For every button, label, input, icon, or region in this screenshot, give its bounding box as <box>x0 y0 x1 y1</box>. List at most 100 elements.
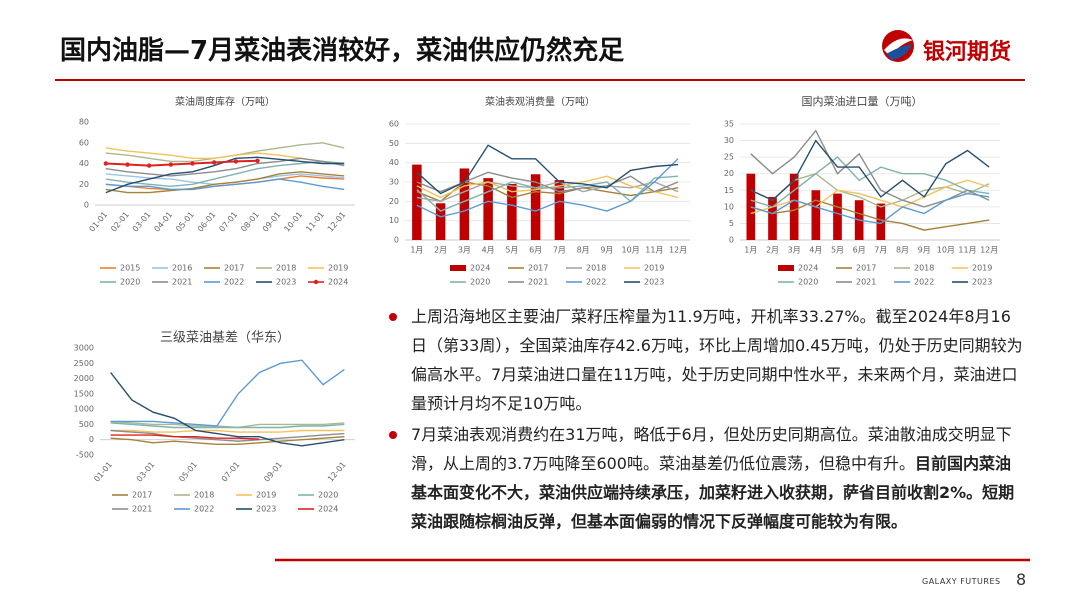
bullet: 上周沿海地区主要油厂菜籽压榨量为11.9万吨，开机率33.27%。截至2024年… <box>385 302 1025 418</box>
x-tick-label: 04-01 <box>152 210 174 234</box>
chart-title: 菜油周度库存（万吨） <box>175 95 275 108</box>
bar <box>530 174 541 240</box>
x-tick-label: 02-01 <box>109 210 131 234</box>
x-tick-label: 10月 <box>937 246 955 255</box>
x-tick-label: 8月 <box>896 246 909 255</box>
x-tick-label: 07-01 <box>217 210 239 234</box>
legend-label: 2020 <box>120 278 140 287</box>
y-tick-label: 50 <box>389 139 399 148</box>
y-tick-label: 40 <box>389 158 399 167</box>
x-tick-label: 3月 <box>788 246 801 255</box>
x-tick-label: 09-01 <box>262 460 284 484</box>
bar <box>789 173 799 240</box>
x-tick-label: 9月 <box>918 246 931 255</box>
legend-label: 2018 <box>194 491 214 500</box>
x-tick-label: 5月 <box>831 246 844 255</box>
bar <box>876 203 886 240</box>
x-tick-label: 6月 <box>529 246 542 255</box>
series-line <box>416 158 679 218</box>
legend-label: 2019 <box>328 264 348 273</box>
y-tick-label: 80 <box>79 118 89 127</box>
point <box>255 158 260 164</box>
legend-label: 2015 <box>120 264 140 273</box>
legend-label: 2024 <box>470 264 490 273</box>
y-tick-label: 30 <box>389 178 399 187</box>
legend-label: 2018 <box>586 264 606 273</box>
point <box>168 162 174 167</box>
legend-label: 2023 <box>644 278 664 287</box>
point <box>125 162 130 167</box>
series-line <box>105 160 345 188</box>
legend-label: 2020 <box>318 491 338 500</box>
series-line <box>110 359 345 427</box>
bullet: 7月菜油表观消费约在31万吨，略低于6月，但处历史同期高位。菜油散油成交明显下滑… <box>385 420 1025 536</box>
series-line <box>105 171 345 194</box>
y-tick-label: 0 <box>84 201 89 210</box>
x-tick-label: 12-01 <box>326 210 348 234</box>
series-line <box>750 192 990 225</box>
chart-title: 菜油表观消费量（万吨） <box>485 95 595 108</box>
y-tick-label: 3000 <box>74 344 94 353</box>
series-line <box>110 372 345 447</box>
x-tick-label: 01-01 <box>87 210 109 234</box>
slide-title: 国内油脂—7月菜油表消较好，菜油供应仍然充足 <box>60 36 625 66</box>
x-tick-label: 6月 <box>853 246 866 255</box>
x-tick-label: 07-01 <box>220 460 242 484</box>
bar <box>833 193 842 240</box>
legend-label: 2023 <box>256 505 276 514</box>
bar <box>412 164 422 240</box>
series-line <box>750 179 990 215</box>
bullet-dot <box>389 431 397 439</box>
x-tick-label: 03-01 <box>131 210 153 234</box>
bar <box>768 196 777 240</box>
logo-text: 银河期货 <box>923 40 1012 65</box>
bar <box>554 180 565 240</box>
legend-label: 2020 <box>798 278 818 287</box>
x-tick-label: 12月 <box>669 246 687 255</box>
series-line <box>110 436 345 445</box>
x-tick-label: 1月 <box>744 246 757 255</box>
legend-label: 2020 <box>470 278 490 287</box>
legend-label: 2022 <box>224 278 244 287</box>
series-line <box>105 178 345 191</box>
x-tick-label: 5月 <box>505 246 518 255</box>
series-line <box>105 159 258 167</box>
series-line <box>110 420 345 429</box>
x-tick-label: 1月 <box>410 246 423 255</box>
x-tick-label: 4月 <box>482 246 495 255</box>
y-tick-label: 15 <box>724 186 734 195</box>
bullet-text: 7月菜油表观消费约在31万吨，略低于6月，但处历史同期高位。菜油散油成交明显下滑… <box>411 425 1012 473</box>
y-tick-label: 1500 <box>74 389 94 398</box>
x-tick-label: 7月 <box>874 246 887 255</box>
y-tick-label: 30 <box>724 136 734 145</box>
legend-swatch <box>778 265 794 271</box>
legend-label: 2017 <box>528 264 548 273</box>
bullet-dot <box>389 313 397 321</box>
y-tick-label: 25 <box>724 153 734 162</box>
legend-swatch <box>450 265 466 271</box>
series-line <box>110 434 260 440</box>
x-tick-label: 12-01 <box>326 460 348 484</box>
x-tick-label: 8月 <box>577 246 590 255</box>
chart-title: 三级菜油基差（华东） <box>160 331 290 346</box>
x-tick-label: 9月 <box>600 246 613 255</box>
y-tick-label: 60 <box>389 120 399 129</box>
footer-brand: GALAXY FUTURES <box>922 577 1001 586</box>
legend-label: 2017 <box>856 264 876 273</box>
point <box>211 160 217 165</box>
y-tick-label: 2500 <box>74 359 94 368</box>
x-tick-label: 2月 <box>434 246 447 255</box>
legend-label: 2021 <box>172 278 192 287</box>
y-tick-label: 0 <box>394 236 399 245</box>
y-tick-label: 1000 <box>74 405 94 414</box>
point <box>146 163 152 168</box>
series-line <box>105 157 345 177</box>
legend-label: 2016 <box>172 264 192 273</box>
legend-swatch <box>313 279 319 285</box>
legend-label: 2023 <box>972 278 992 287</box>
legend-label: 2017 <box>224 264 244 273</box>
legend-label: 2018 <box>914 264 934 273</box>
y-tick-label: 0 <box>729 236 734 245</box>
bullet-text: 目前国内菜油基本面变化不大，菜油供应端持续承压，加菜籽进入收获期，萨省目前收割2… <box>411 454 1015 531</box>
